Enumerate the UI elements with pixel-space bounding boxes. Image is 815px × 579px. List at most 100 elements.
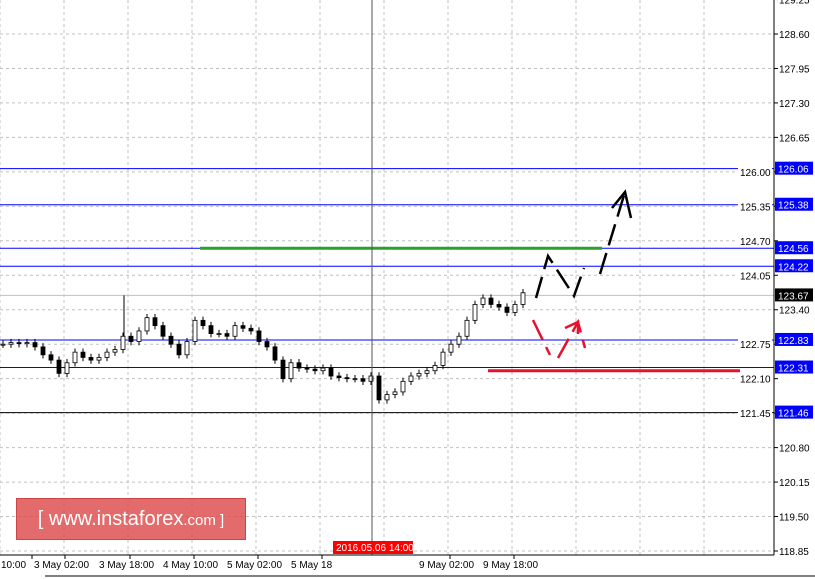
y-tick-label: 123.40 xyxy=(779,306,810,317)
candle-body xyxy=(48,354,54,361)
y-tick-label-bg xyxy=(738,165,772,178)
candle-body xyxy=(272,346,278,361)
candle-body xyxy=(136,330,142,342)
candle-body xyxy=(504,306,510,313)
candle-body xyxy=(32,342,38,348)
candle-body xyxy=(168,335,174,345)
candle-body xyxy=(64,362,70,374)
candle-body xyxy=(328,367,334,377)
level-label: 121.46 xyxy=(778,409,809,420)
candle-body xyxy=(184,341,190,356)
forecast-arrow-bullish-leg xyxy=(598,191,627,275)
level-label-bg xyxy=(775,405,813,419)
x-tick-label: 3 May 18:00 xyxy=(99,560,154,571)
level-label-bg xyxy=(775,259,813,273)
y-tick-label-bg xyxy=(738,407,772,420)
candle-body xyxy=(240,325,246,329)
candle-body xyxy=(360,378,366,382)
candle-body xyxy=(472,304,478,321)
candle-body xyxy=(424,370,430,374)
candle-body xyxy=(8,342,14,345)
level-label: 124.56 xyxy=(778,244,809,255)
candle-body xyxy=(288,362,294,380)
candle-body xyxy=(88,357,94,361)
candle-body xyxy=(176,343,182,356)
candle-body xyxy=(320,367,326,372)
level-label: 124.22 xyxy=(778,262,809,273)
level-label: 122.83 xyxy=(778,336,809,347)
watermark-suffix: .com ] xyxy=(183,512,225,529)
y-tick-label-bg xyxy=(738,372,772,385)
y-tick-label-bg xyxy=(738,234,772,247)
candle-body xyxy=(160,325,166,337)
candle-body xyxy=(296,362,302,369)
arrowhead-black xyxy=(611,189,633,219)
candle-body xyxy=(464,319,470,337)
level-label-bg xyxy=(775,241,813,255)
candle-body xyxy=(40,346,46,356)
candle-body xyxy=(208,325,214,334)
candle-body xyxy=(512,304,518,313)
y-tick-label: 129.25 xyxy=(779,0,810,7)
candle-body xyxy=(376,375,382,401)
level-label-bg xyxy=(775,161,813,175)
candle-body xyxy=(120,335,126,350)
x-axis-bg xyxy=(0,555,774,579)
candle-body xyxy=(352,378,358,381)
candle-body xyxy=(448,343,454,353)
candle-body xyxy=(256,330,262,342)
candle-body xyxy=(128,335,134,342)
x-tick-label: 5 May 18 xyxy=(291,560,333,571)
y-tick-label: 124.70 xyxy=(740,237,771,248)
candle-body xyxy=(384,394,390,401)
candle-body xyxy=(96,357,102,361)
level-label-bg xyxy=(775,360,813,374)
candle-body xyxy=(16,342,22,345)
x-tick-label: 10:00 xyxy=(1,560,26,571)
candle-body xyxy=(312,368,318,372)
y-tick-label: 122.75 xyxy=(740,340,771,351)
candle-body xyxy=(408,375,414,382)
x-tick-label: 4 May 10:00 xyxy=(163,560,218,571)
crosshair-time-label: 2016.05.06 14:00 xyxy=(336,543,414,554)
y-tick-label: 121.45 xyxy=(740,409,771,420)
y-tick-label: 126.65 xyxy=(779,133,810,144)
y-tick-label: 127.95 xyxy=(779,64,810,75)
candle-body xyxy=(488,297,494,305)
candle-body xyxy=(432,365,438,372)
y-tick-label: 122.10 xyxy=(740,375,771,386)
candle-body xyxy=(480,297,486,305)
y-tick-label: 125.35 xyxy=(740,202,771,213)
candle-body xyxy=(0,343,6,346)
candle-body xyxy=(72,351,78,364)
candle-body xyxy=(344,377,350,380)
x-tick-label: 5 May 02:00 xyxy=(227,560,282,571)
y-tick-label: 127.30 xyxy=(779,99,810,110)
crosshair-time-bg xyxy=(333,541,413,554)
candle-body xyxy=(248,327,254,332)
candle-body xyxy=(440,351,446,366)
candle-body xyxy=(152,317,158,327)
candle-body xyxy=(280,359,286,380)
candle-body xyxy=(56,359,62,374)
y-tick-label: 120.15 xyxy=(779,478,810,489)
level-label: 122.31 xyxy=(778,364,809,375)
watermark-text: [ www.instaforex xyxy=(37,508,184,530)
y-tick-label: 118.85 xyxy=(779,547,809,558)
y-tick-label-bg xyxy=(738,200,772,213)
candle-body xyxy=(400,380,406,393)
candle-body xyxy=(368,375,374,382)
y-tick-label: 119.50 xyxy=(779,513,809,524)
candle-body xyxy=(392,391,398,395)
arrowhead-red xyxy=(564,320,580,334)
candle-body xyxy=(144,317,150,332)
y-tick-label-bg xyxy=(738,269,772,282)
y-tick-label: 126.00 xyxy=(740,168,771,179)
x-tick-label: 9 May 02:00 xyxy=(419,560,474,571)
level-label-bg xyxy=(775,197,813,211)
candle-body xyxy=(104,351,110,358)
candle-body xyxy=(416,372,422,377)
level-label-bg xyxy=(775,332,813,346)
